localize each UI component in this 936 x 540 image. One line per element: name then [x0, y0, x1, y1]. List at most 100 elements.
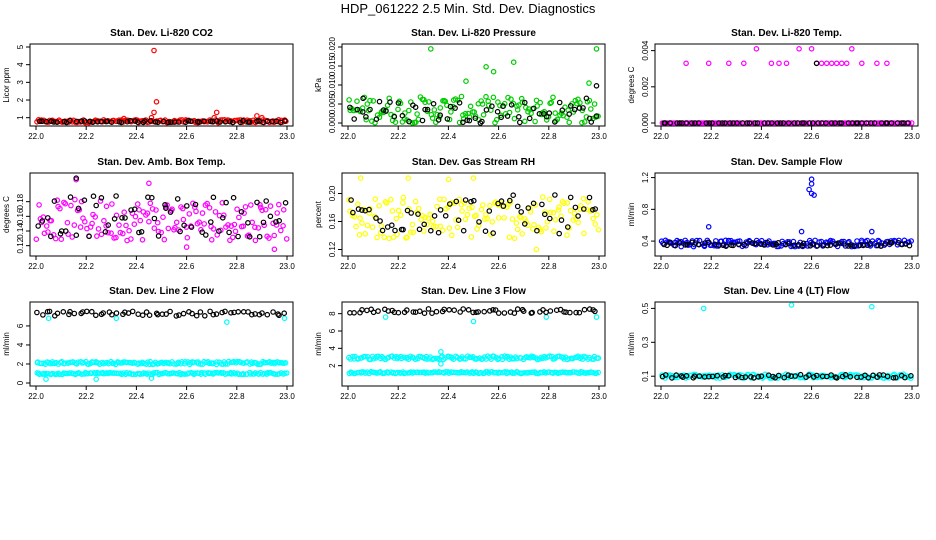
data-point — [58, 236, 65, 243]
data-point — [591, 101, 598, 107]
data-point-outlier — [183, 244, 190, 250]
data-point — [514, 226, 521, 233]
data-point — [61, 199, 67, 206]
y-axis-label: degrees C — [627, 66, 636, 103]
data-point — [105, 222, 112, 228]
data-point — [437, 112, 444, 119]
data-point — [370, 309, 377, 316]
x-tick-label: 22.0 — [653, 392, 669, 401]
data-point — [908, 375, 914, 381]
data-point — [382, 199, 389, 205]
data-point — [854, 238, 860, 244]
data-point — [394, 369, 401, 376]
data-point — [407, 229, 414, 235]
data-point — [204, 200, 211, 207]
data-point — [346, 197, 352, 203]
data-point — [71, 310, 78, 317]
y-axis-label: Licor ppm — [2, 67, 11, 102]
data-point — [378, 223, 385, 229]
data-point — [415, 205, 422, 212]
data-point — [567, 103, 574, 109]
data-point — [412, 356, 419, 363]
data-point — [593, 113, 600, 119]
data-point — [267, 213, 274, 220]
data-point — [105, 229, 111, 236]
data-point — [359, 220, 365, 226]
data-point — [867, 240, 874, 247]
data-point — [157, 370, 164, 377]
data-point — [736, 238, 743, 244]
data-point — [207, 308, 213, 315]
data-point — [138, 360, 144, 367]
plot-title: Stan. Dev. Gas Stream RH — [412, 157, 535, 168]
data-point — [403, 307, 410, 313]
data-point — [66, 311, 72, 318]
data-point — [494, 108, 501, 115]
data-point — [256, 233, 263, 240]
x-tick-label: 22.4 — [754, 262, 770, 271]
data-point-outlier — [151, 47, 157, 54]
data-point — [701, 243, 708, 250]
data-point — [785, 372, 792, 378]
data-point — [581, 230, 587, 237]
data-point — [173, 219, 180, 226]
data-point-outlier — [45, 315, 52, 322]
data-point — [504, 113, 511, 119]
data-point — [206, 205, 213, 211]
data-point — [64, 219, 71, 226]
data-point — [46, 308, 53, 315]
x-tick-label: 22.4 — [441, 392, 457, 401]
x-tick-label: 22.8 — [854, 132, 870, 141]
data-point-outlier — [843, 60, 850, 67]
y-axis-label: ml/min — [2, 332, 11, 356]
data-point — [425, 99, 432, 105]
data-point — [283, 236, 290, 242]
data-point — [257, 204, 264, 211]
data-point — [192, 201, 199, 208]
data-point — [147, 118, 154, 124]
data-point — [355, 206, 362, 212]
data-point — [364, 222, 371, 229]
data-point — [119, 215, 125, 221]
data-point — [220, 215, 226, 221]
data-point — [272, 371, 279, 378]
data-point — [182, 358, 188, 365]
data-point — [437, 207, 444, 213]
data-point — [506, 197, 513, 204]
data-point — [908, 372, 914, 379]
data-point — [82, 369, 89, 376]
data-point — [138, 229, 145, 235]
data-point-outlier — [868, 303, 875, 310]
data-point-outlier — [700, 305, 707, 312]
data-point — [431, 355, 437, 362]
data-point — [709, 120, 715, 126]
data-point — [758, 241, 764, 248]
data-point — [395, 106, 401, 113]
data-point — [541, 108, 548, 115]
data-point — [875, 237, 882, 244]
x-tick-label: 22.6 — [804, 392, 820, 401]
data-point — [136, 229, 142, 236]
data-point-outlier — [153, 99, 160, 105]
data-point — [492, 307, 499, 313]
data-point-outlier — [586, 80, 592, 86]
data-point — [375, 308, 381, 314]
data-point — [60, 308, 67, 315]
data-point — [165, 225, 172, 232]
data-point — [774, 120, 781, 126]
data-point — [135, 311, 142, 318]
data-point — [374, 234, 380, 241]
data-point — [158, 229, 165, 236]
data-point — [234, 206, 240, 213]
data-point — [232, 228, 239, 235]
data-point — [116, 222, 122, 228]
data-point-outlier — [281, 315, 288, 322]
data-point — [152, 119, 159, 125]
y-tick-label: 0.004 — [641, 40, 650, 61]
data-point — [567, 207, 574, 214]
plot-title: Stan. Dev. Li-820 Pressure — [411, 28, 536, 39]
data-point — [882, 241, 889, 247]
data-point — [421, 221, 428, 228]
data-point — [888, 120, 895, 126]
data-point-outlier — [121, 115, 127, 122]
